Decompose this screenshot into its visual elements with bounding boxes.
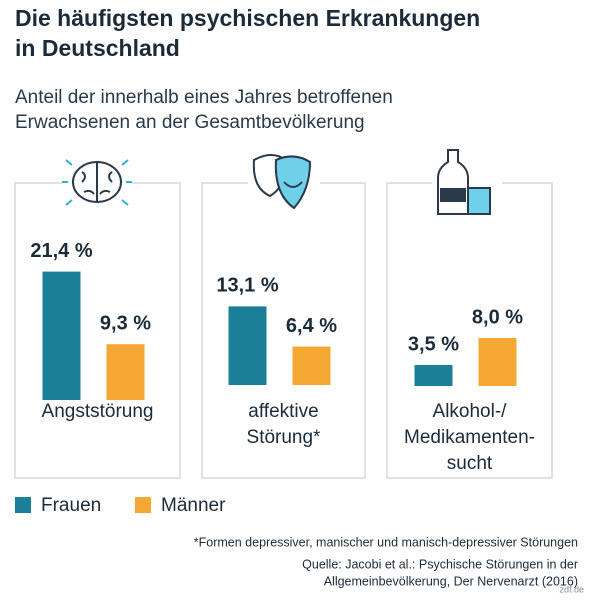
category-label: Störung* bbox=[247, 427, 322, 448]
legend-swatch bbox=[15, 497, 31, 513]
subtitle: Erwachsenen an der Gesamtbevölkerung bbox=[15, 112, 365, 133]
title: Die häufigsten psychischen Erkrankungen bbox=[15, 5, 480, 31]
value-label: 21,4 % bbox=[30, 240, 92, 262]
bar bbox=[42, 271, 81, 400]
title: in Deutschland bbox=[15, 35, 180, 61]
subtitle: Anteil der innerhalb eines Jahres betrof… bbox=[15, 87, 393, 108]
category-label: affektive bbox=[248, 401, 318, 422]
legend-label: Frauen bbox=[41, 495, 101, 516]
value-label: 13,1 % bbox=[216, 275, 278, 297]
bar bbox=[414, 365, 453, 386]
value-label: 6,4 % bbox=[286, 315, 337, 337]
bar bbox=[292, 346, 331, 385]
category-label: sucht bbox=[447, 453, 493, 474]
footnote: *Formen depressiver, manischer und manis… bbox=[194, 535, 578, 549]
panel bbox=[14, 182, 181, 479]
category-label: Medikamenten- bbox=[404, 427, 535, 448]
credit: zdf.de bbox=[559, 584, 584, 594]
value-label: 8,0 % bbox=[472, 306, 523, 328]
icon-brain bbox=[62, 155, 132, 210]
legend-label: Männer bbox=[161, 495, 226, 516]
bar bbox=[106, 344, 145, 400]
legend-swatch bbox=[135, 497, 151, 513]
value-label: 9,3 % bbox=[100, 312, 151, 334]
bar bbox=[478, 338, 517, 386]
value-label: 3,5 % bbox=[408, 333, 459, 355]
bar bbox=[228, 306, 267, 385]
category-label: Angststörung bbox=[42, 401, 154, 422]
category-label: Alkohol-/ bbox=[433, 401, 508, 422]
source: Quelle: Jacobi et al.: Psychische Störun… bbox=[302, 557, 578, 571]
icon-bottle bbox=[432, 148, 502, 216]
icon-masks bbox=[248, 150, 320, 210]
source: Allgemeinbevölkerung, Der Nervenarzt (20… bbox=[324, 574, 578, 588]
